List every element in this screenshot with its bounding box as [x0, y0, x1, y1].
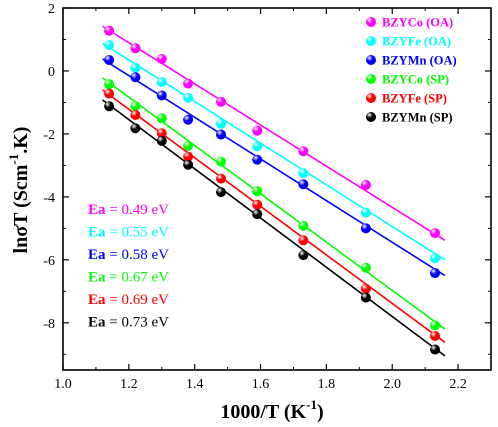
y-tick-label: -8 [43, 317, 55, 332]
data-point [216, 156, 227, 167]
axis-ticks: 1.0 1.2 1.4 1.6 1.8 2.0 2.2 2 0 -2 -4 -6 -8 [43, 2, 491, 392]
data-point [104, 25, 115, 36]
data-point [252, 199, 263, 210]
data-point [252, 154, 263, 165]
data-point [360, 262, 371, 273]
data-point [252, 125, 263, 136]
data-point [183, 92, 194, 103]
x-tick-label: 2.0 [383, 377, 401, 392]
data-point [183, 159, 194, 170]
data-point [216, 118, 227, 129]
data-point [104, 54, 115, 65]
data-point [130, 43, 141, 54]
data-point [252, 186, 263, 197]
ea-annotation: Ea = 0.73 eV [88, 315, 169, 331]
legend-marker [366, 17, 376, 27]
data-point [430, 320, 441, 331]
data-point [130, 72, 141, 83]
legend-label: BZYMn (SP) [382, 111, 453, 125]
data-point [104, 88, 115, 99]
data-point [183, 78, 194, 89]
data-point [216, 96, 227, 107]
legend-marker [366, 74, 376, 84]
x-tick-label: 1.6 [252, 377, 270, 392]
data-point [156, 76, 167, 87]
x-tick-label: 1.0 [54, 377, 72, 392]
y-axis-title: lnσT (Scm-1.K) [6, 127, 32, 254]
ea-annotation: Ea = 0.69 eV [88, 292, 169, 308]
activation-energy-labels: Ea = 0.49 eV Ea = 0.55 eV Ea = 0.58 eV Ea =… [88, 202, 169, 331]
data-points [104, 25, 441, 355]
legend-label: BZYCo (SP) [382, 73, 449, 87]
legend-label: BZYMn (OA) [382, 54, 457, 68]
data-point [298, 168, 309, 179]
ea-annotation: Ea = 0.58 eV [88, 247, 169, 263]
data-point [104, 40, 115, 51]
data-point [360, 283, 371, 294]
y-tick-label: 2 [48, 2, 55, 17]
legend-marker [366, 55, 376, 65]
data-point [156, 90, 167, 101]
data-point [130, 62, 141, 73]
y-tick-label: -2 [43, 128, 55, 143]
legend-marker [366, 36, 376, 46]
ea-annotation: Ea = 0.49 eV [88, 202, 169, 218]
data-point [156, 135, 167, 146]
data-point [156, 128, 167, 139]
data-point [216, 173, 227, 184]
legend: BZYCo (OA) BZYFe (OA) BZYMn (OA) BZYCo (SP)… [366, 16, 457, 125]
legend-label: BZYCo (OA) [382, 16, 453, 30]
data-point [104, 79, 115, 90]
data-point [104, 101, 115, 112]
data-point [183, 151, 194, 162]
ea-annotation: Ea = 0.67 eV [88, 270, 169, 286]
data-point [183, 114, 194, 125]
data-point [298, 250, 309, 261]
data-point [156, 113, 167, 124]
x-tick-label: 1.2 [120, 377, 138, 392]
data-point [298, 235, 309, 246]
data-point [252, 141, 263, 152]
legend-marker [366, 112, 376, 122]
data-point [298, 220, 309, 231]
y-tick-label: -4 [43, 191, 55, 206]
legend-marker [366, 93, 376, 103]
data-point [430, 268, 441, 279]
legend-label: BZYFe (OA) [382, 35, 451, 49]
x-tick-label: 1.8 [318, 377, 336, 392]
data-point [130, 101, 141, 112]
y-tick-label: -6 [43, 254, 55, 269]
data-point [216, 187, 227, 198]
data-point [360, 223, 371, 234]
x-axis-title: 1000/T (K-1) [220, 397, 323, 423]
data-point [183, 140, 194, 151]
data-point [360, 179, 371, 190]
data-point [252, 209, 263, 220]
x-tick-label: 1.4 [186, 377, 204, 392]
x-tick-label: 2.2 [449, 377, 467, 392]
ea-annotation: Ea = 0.55 eV [88, 225, 169, 241]
data-point [430, 331, 441, 342]
data-point [430, 228, 441, 239]
data-point [298, 146, 309, 157]
plot-frame [62, 7, 492, 371]
data-point [156, 53, 167, 64]
data-point [360, 207, 371, 218]
data-point [216, 129, 227, 140]
data-point [130, 110, 141, 121]
data-point [360, 292, 371, 303]
y-tick-label: 0 [48, 65, 55, 80]
legend-label: BZYFe (SP) [382, 92, 447, 106]
data-point [298, 179, 309, 190]
data-point [130, 123, 141, 134]
data-point [430, 253, 441, 264]
data-point [430, 344, 441, 355]
